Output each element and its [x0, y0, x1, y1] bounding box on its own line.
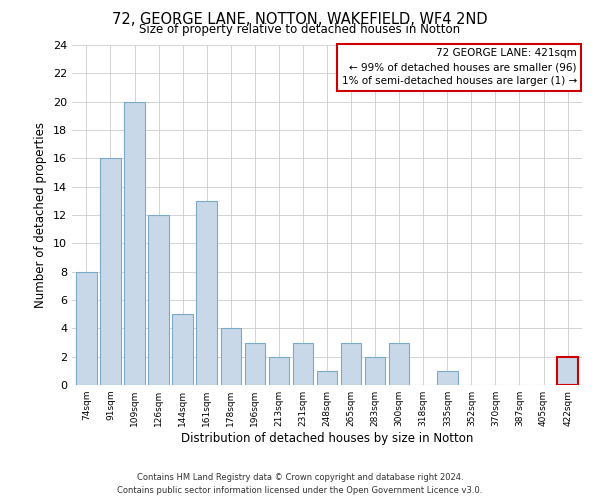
Bar — [196, 201, 217, 385]
Bar — [221, 328, 241, 385]
Bar — [557, 356, 578, 385]
Bar — [172, 314, 193, 385]
Text: 72 GEORGE LANE: 421sqm
← 99% of detached houses are smaller (96)
1% of semi-deta: 72 GEORGE LANE: 421sqm ← 99% of detached… — [341, 48, 577, 86]
Text: 72, GEORGE LANE, NOTTON, WAKEFIELD, WF4 2ND: 72, GEORGE LANE, NOTTON, WAKEFIELD, WF4 … — [112, 12, 488, 28]
Bar — [365, 356, 385, 385]
Bar — [76, 272, 97, 385]
Text: Size of property relative to detached houses in Notton: Size of property relative to detached ho… — [139, 22, 461, 36]
Y-axis label: Number of detached properties: Number of detached properties — [34, 122, 47, 308]
Bar — [317, 371, 337, 385]
Bar — [245, 342, 265, 385]
Text: Contains HM Land Registry data © Crown copyright and database right 2024.
Contai: Contains HM Land Registry data © Crown c… — [118, 474, 482, 495]
Bar — [100, 158, 121, 385]
Bar — [293, 342, 313, 385]
Bar — [269, 356, 289, 385]
X-axis label: Distribution of detached houses by size in Notton: Distribution of detached houses by size … — [181, 432, 473, 445]
Bar — [437, 371, 458, 385]
Bar — [124, 102, 145, 385]
Bar — [389, 342, 409, 385]
Bar — [341, 342, 361, 385]
Bar — [148, 215, 169, 385]
